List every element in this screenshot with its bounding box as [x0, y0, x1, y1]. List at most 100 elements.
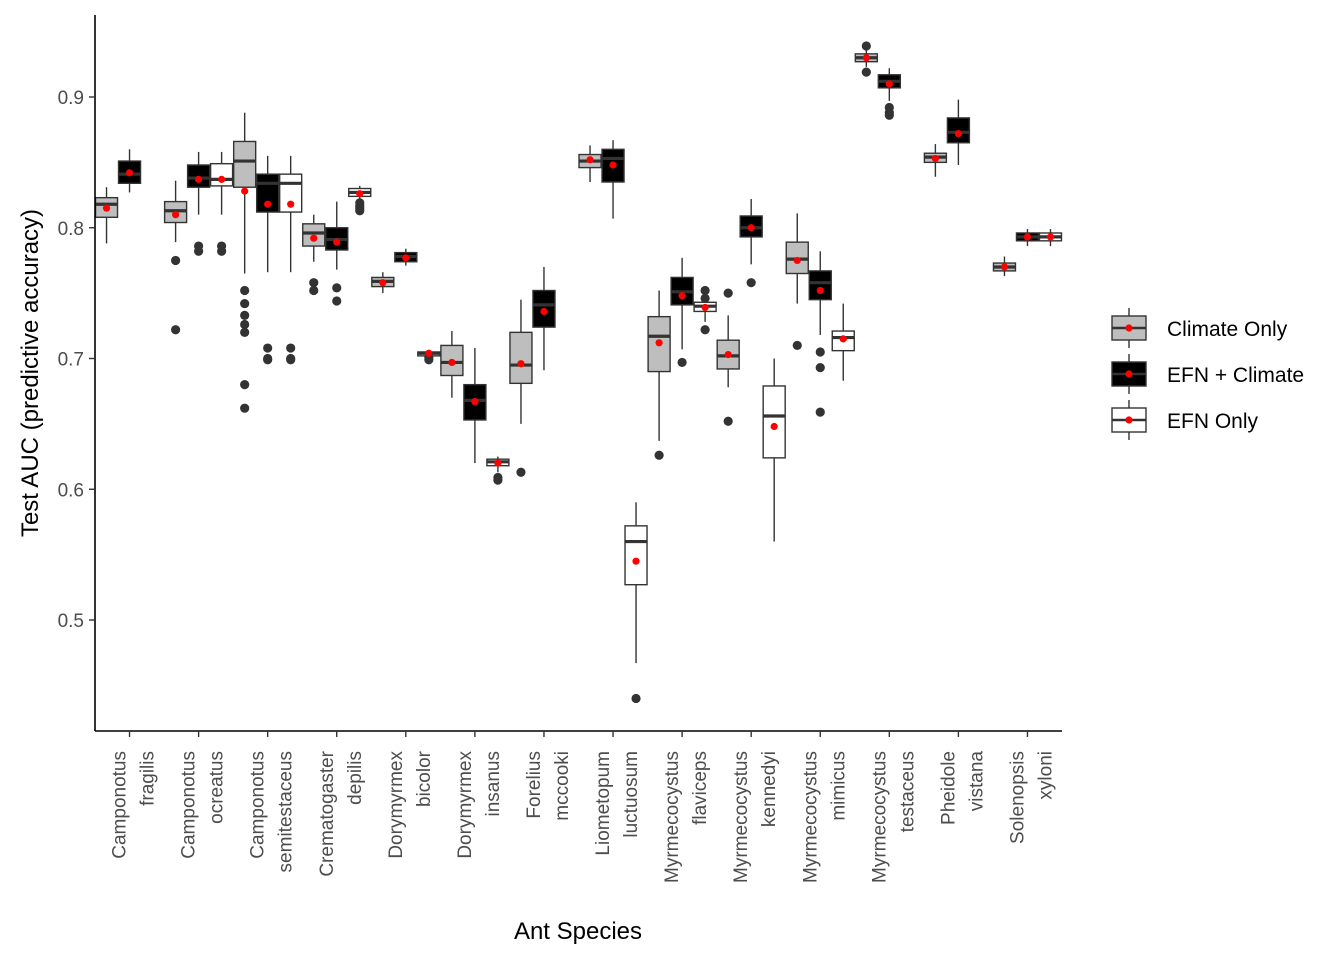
- box-group: [417, 349, 441, 365]
- x-tick-label-line: depilis: [345, 751, 366, 805]
- x-tick-label-line: Forelius: [524, 751, 545, 819]
- box-group: [762, 358, 786, 542]
- x-tick-label-line: Camponotus: [110, 751, 131, 859]
- mean-point: [402, 254, 410, 262]
- outlier-point: [493, 475, 503, 485]
- mean-point: [885, 80, 893, 88]
- mean-point: [609, 161, 617, 169]
- box: [762, 385, 786, 459]
- x-tick-label: Myrmecocystus testaceus: [869, 751, 918, 883]
- outlier-point: [240, 403, 250, 413]
- x-tick-label: Camponotus fragilis: [110, 751, 159, 859]
- x-tick-label-line: semitestaceus: [276, 751, 297, 872]
- x-tick-label: Myrmecocystus flaviceps: [662, 751, 711, 883]
- outlier-point: [700, 325, 710, 335]
- mean-point: [655, 339, 663, 347]
- outlier-point: [240, 285, 250, 296]
- x-axis-title: Ant Species: [514, 918, 642, 945]
- x-tick-label-line: xyloni: [1035, 751, 1056, 800]
- outlier-point: [815, 363, 825, 373]
- box-group: [647, 290, 671, 460]
- y-tick-label: 0.9: [58, 88, 84, 109]
- x-tick-label: Dorymyrmex bicolor: [386, 750, 435, 858]
- box-group: [186, 151, 211, 256]
- x-tick-label-line: Camponotus: [248, 751, 269, 859]
- outlier-point: [240, 380, 250, 390]
- box-group: [578, 145, 602, 182]
- x-tick-label-line: kennedyi: [759, 751, 780, 827]
- outlier-point: [171, 325, 181, 335]
- x-tick-label-line: ocreatus: [207, 751, 228, 824]
- box: [624, 525, 648, 586]
- y-tick-label: 0.7: [58, 350, 84, 371]
- y-tick-label: 0.6: [58, 480, 84, 501]
- box: [232, 140, 257, 188]
- outlier-point: [240, 310, 250, 320]
- x-tick-label-line: mccooki: [552, 751, 573, 821]
- box-group: [302, 214, 326, 296]
- outlier-point: [516, 467, 526, 477]
- box-group: [509, 299, 533, 477]
- x-tick-label: Myrmecocystus mimicus: [800, 751, 849, 883]
- outlier-point: [171, 255, 181, 266]
- x-tick-label-line: luctuosum: [621, 751, 642, 838]
- box-group: [209, 151, 234, 256]
- box-group: [693, 285, 717, 335]
- legend: Climate Only EFN + Climate EFN Only: [1111, 308, 1304, 440]
- mean-point: [425, 349, 433, 357]
- mean-point: [517, 360, 525, 368]
- box-group: [94, 187, 119, 244]
- series-climate-only: [94, 41, 1017, 477]
- box-group: [371, 272, 395, 294]
- box-group: [624, 502, 648, 704]
- box-group: [831, 303, 855, 381]
- x-tick-label: Liometopum luctuosum: [593, 751, 642, 856]
- x-tick-label-line: fragilis: [138, 751, 159, 806]
- outlier-point: [332, 296, 342, 306]
- outlier-point: [355, 206, 365, 216]
- mean-point: [264, 200, 272, 208]
- x-tick-label-line: Myrmecocystus: [869, 751, 890, 883]
- outlier-point: [700, 293, 710, 303]
- mean-point: [287, 200, 295, 208]
- outlier-point: [424, 355, 434, 365]
- mean-point: [747, 224, 755, 232]
- box-group: [946, 99, 971, 165]
- box-group: [325, 201, 349, 306]
- x-tick-label-line: vistana: [966, 751, 987, 812]
- mean-point: [770, 422, 778, 431]
- legend-label: Climate Only: [1167, 318, 1288, 341]
- x-tick-label-line: insanus: [483, 751, 504, 817]
- outlier-point: [884, 110, 894, 120]
- x-tick-label-line: Dorymyrmex: [455, 751, 476, 859]
- x-tick-label: Camponotus ocreatus: [179, 751, 228, 859]
- x-tick-label-line: Camponotus: [179, 751, 200, 859]
- mean-point: [333, 238, 341, 246]
- y-tick-label: 0.5: [58, 611, 84, 632]
- box-group: [739, 198, 763, 288]
- mean-point: [102, 204, 111, 212]
- mean-point: [839, 335, 847, 343]
- box-group: [163, 180, 188, 335]
- mean-point: [356, 190, 364, 198]
- x-tick-label: Camponotus semitestaceus: [248, 751, 297, 872]
- x-tick-label-line: Myrmecocystus: [731, 751, 752, 883]
- outlier-point: [263, 355, 273, 365]
- x-tick-label: Forelius mccooki: [524, 751, 573, 821]
- x-tick-label-line: mimicus: [828, 751, 849, 821]
- outlier-point: [309, 278, 319, 288]
- plot-area: [94, 41, 1063, 704]
- outlier-point: [861, 67, 871, 77]
- y-tick-label: 0.8: [58, 219, 84, 240]
- box-group: [877, 68, 902, 120]
- outlier-point: [332, 283, 342, 293]
- outlier-point: [700, 285, 710, 296]
- box-group: [532, 266, 556, 371]
- mean-point: [816, 286, 824, 295]
- outlier-point: [286, 355, 296, 365]
- mean-point: [241, 187, 249, 195]
- legend-item: Climate Only: [1111, 308, 1288, 348]
- outlier-point: [723, 416, 733, 426]
- mean-point: [701, 303, 709, 312]
